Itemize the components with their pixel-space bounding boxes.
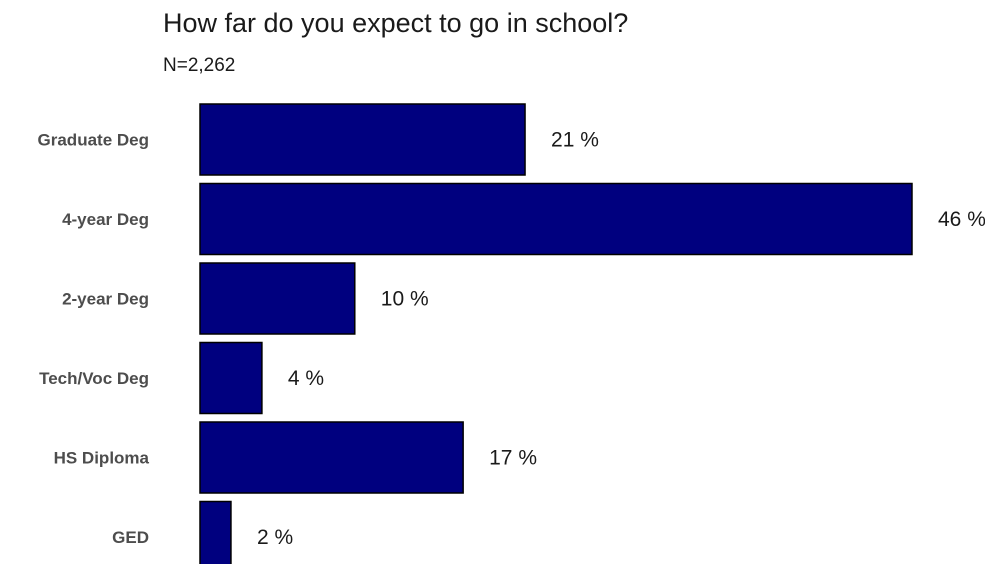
value-label: 46 % xyxy=(938,208,985,231)
bar-4-year-deg xyxy=(200,184,912,255)
value-label: 21 % xyxy=(551,129,599,152)
category-label: Tech/Voc Deg xyxy=(39,369,149,388)
bar-hs-diploma xyxy=(200,422,463,493)
bar-graduate-deg xyxy=(200,104,525,175)
bar-tech-voc-deg xyxy=(200,343,262,414)
bar-ged xyxy=(200,502,231,564)
value-label: 10 % xyxy=(381,288,429,311)
value-label: 2 % xyxy=(257,526,293,549)
category-label: HS Diploma xyxy=(54,449,150,468)
bar-2-year-deg xyxy=(200,263,355,334)
value-label: 17 % xyxy=(489,447,537,470)
category-label: 4-year Deg xyxy=(62,210,149,229)
category-label: 2-year Deg xyxy=(62,290,149,309)
category-label: Graduate Deg xyxy=(38,131,149,150)
category-label: GED xyxy=(112,528,149,547)
value-label: 4 % xyxy=(288,367,324,390)
